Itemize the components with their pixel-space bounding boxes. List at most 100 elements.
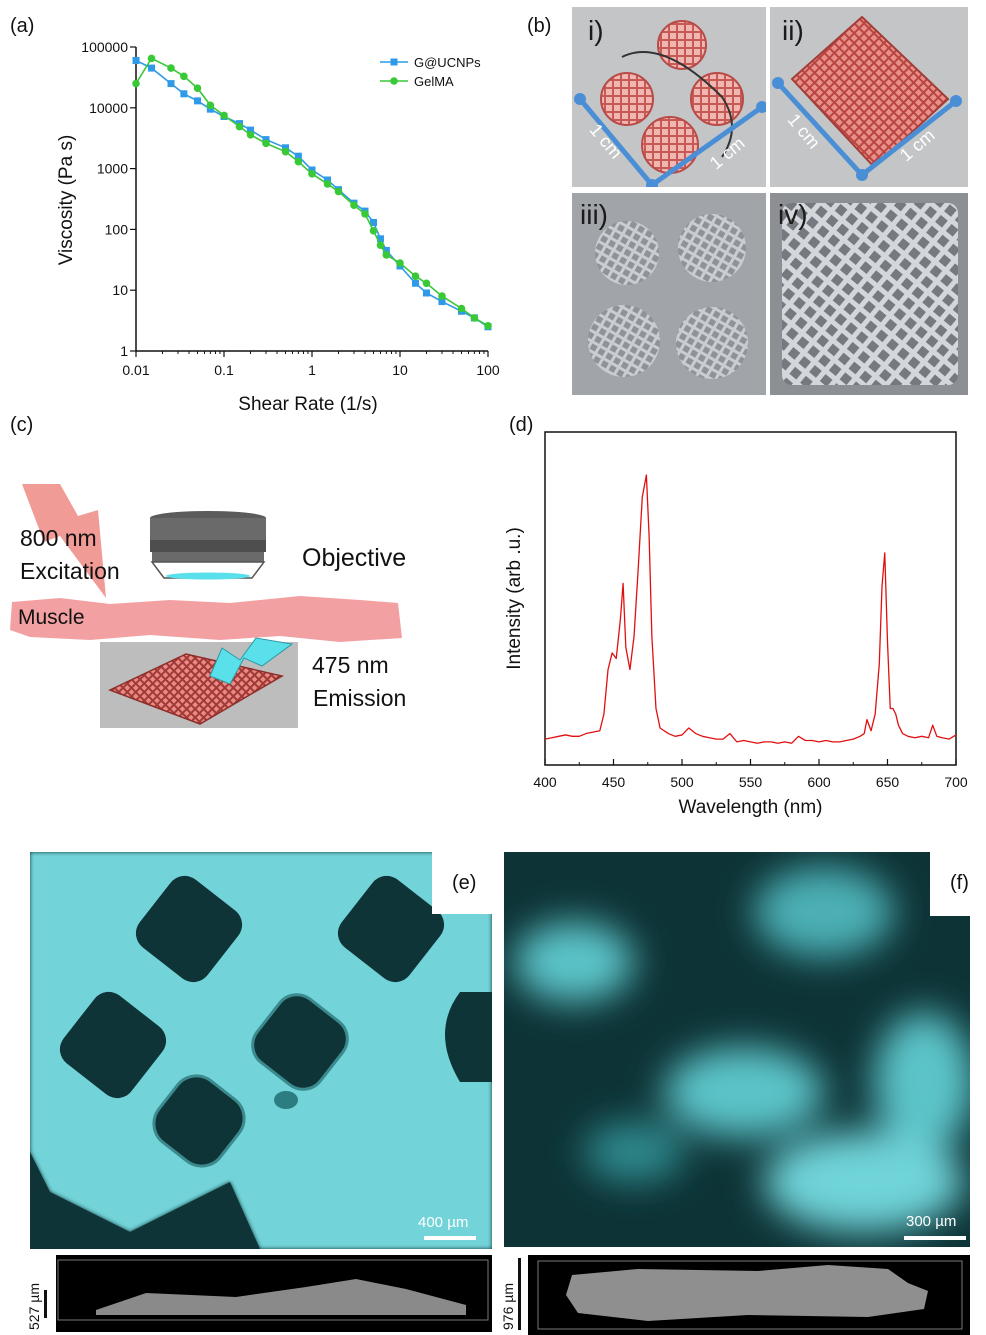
x-axis-label-d: Wavelength (nm) [679, 797, 823, 818]
x-tick-label-a: 0.01 [122, 362, 149, 378]
emission-wavelength: 475 nm [312, 652, 389, 678]
data-point-gelma [132, 79, 140, 88]
legend-label: GelMA [414, 74, 454, 89]
series-line-g-ucnps [135, 59, 489, 328]
y-tick-label-a: 100 [105, 221, 129, 237]
emission-spectrum-chart: 400 450 500 550 600 650 700 Wavelength (nm) Inte… [504, 431, 968, 818]
data-point-g-ucnps [438, 298, 446, 306]
data-point-g-ucnps [411, 279, 419, 287]
data-point-gelma [193, 84, 202, 93]
x-tick-label-d: 450 [602, 774, 626, 790]
y-tick-label-a: 100000 [81, 39, 128, 55]
data-point-g-ucnps [180, 90, 188, 98]
data-point-gelma [180, 72, 188, 81]
panel-e-label-box: (e) [432, 852, 492, 914]
y-tick-label-a: 10000 [89, 100, 128, 116]
muscle-label: Muscle [18, 606, 85, 629]
photo-iii: iii) [572, 193, 766, 395]
legend-label: G@UCNPs [414, 55, 481, 70]
data-point-gelma [262, 139, 270, 148]
photo-label-iv: iv) [778, 199, 808, 230]
imaging-schematic: 800 nm Excitation Objective Muscle 475 n… [0, 470, 480, 740]
data-point-g-ucnps [370, 218, 378, 226]
x-tick-label-d: 700 [944, 774, 968, 790]
data-point-gelma [382, 251, 391, 259]
z-projection-f [528, 1255, 970, 1335]
legend-marker [390, 58, 398, 66]
excitation-label: Excitation [20, 558, 120, 584]
muscle-band [10, 596, 402, 642]
x-tick-label-d: 500 [670, 774, 694, 790]
data-point-gelma [323, 180, 332, 188]
emission-label: Emission [313, 685, 407, 711]
x-tick-label-d: 400 [533, 774, 557, 790]
depth-scalebar-f [518, 1258, 521, 1330]
data-point-gelma [396, 259, 404, 267]
data-point-gelma [422, 279, 431, 288]
excitation-wavelength: 800 nm [20, 525, 97, 551]
plot-frame-d [544, 431, 957, 766]
data-point-g-ucnps [382, 246, 390, 254]
render-label-i: i) [588, 15, 604, 46]
depth-scalebar-e [44, 1290, 47, 1318]
data-point-gelma [438, 292, 446, 300]
data-point-g-ucnps [422, 289, 430, 297]
y-axis-label-a: Viscosity (Pa s) [56, 135, 77, 266]
data-point-gelma [167, 64, 175, 72]
scalebar-label-f: 300 µm [906, 1213, 957, 1230]
x-tick-label-d: 550 [739, 774, 763, 790]
clover-scaffold-render [574, 20, 768, 191]
data-point-gelma [457, 304, 466, 313]
data-point-g-ucnps [282, 144, 290, 152]
data-point-g-ucnps [246, 126, 254, 134]
viscosity-chart: 0.01 0.1 1 10 100 1 10 100 1000 10000 100000 Shear … [56, 39, 500, 415]
scalebar-label-e: 400 µm [418, 1214, 469, 1231]
objective-label: Objective [302, 544, 407, 572]
objective-icon [150, 511, 266, 580]
excitation-bolt-icon [22, 484, 106, 598]
photo-iv: iv) [770, 193, 968, 395]
x-tick-label-a: 1 [308, 362, 316, 378]
y-tick-label-a: 10 [112, 282, 128, 298]
data-point-g-ucnps [194, 97, 202, 105]
data-point-g-ucnps [147, 64, 155, 72]
depth-label-e: 527 µm [26, 1283, 42, 1330]
y-axis-label-d: Intensity (arb .u.) [504, 527, 525, 670]
render-i: i) 1 cm 1 cm [572, 7, 768, 191]
data-point-gelma [376, 241, 385, 249]
render-ii: ii) 1 cm 1 cm [770, 7, 968, 187]
data-point-gelma [411, 272, 420, 280]
y-tick-label-a: 1000 [97, 161, 128, 177]
render-label-ii: ii) [782, 15, 804, 46]
data-point-gelma [220, 111, 228, 120]
fluorescence-image-f: (f) 300 µm [504, 852, 970, 1247]
x-tick-label-d: 600 [807, 774, 831, 790]
panel-label-c: (c) [10, 414, 34, 436]
panel-f-label-box: (f) [930, 852, 970, 916]
data-point-g-ucnps [323, 176, 331, 184]
panel-label-a: (a) [10, 15, 35, 37]
data-point-g-ucnps [167, 80, 175, 88]
photo-label-iii: iii) [580, 199, 608, 230]
x-axis-label-a: Shear Rate (1/s) [238, 394, 377, 415]
panel-label-f: (f) [950, 872, 969, 894]
spectrum-line [544, 474, 957, 744]
data-point-g-ucnps [308, 166, 316, 174]
data-point-gelma [484, 321, 492, 330]
printed-square-photo [782, 203, 958, 385]
panel-label-e: (e) [452, 872, 477, 894]
scalebar-e [424, 1236, 476, 1240]
data-point-gelma [246, 130, 255, 139]
scaffold-render [108, 653, 285, 725]
panel-label-b: (b) [527, 15, 552, 37]
data-point-gelma [470, 314, 479, 322]
data-point-g-ucnps [206, 105, 214, 113]
series-line-gelma [135, 57, 489, 327]
data-point-gelma [308, 170, 316, 178]
data-point-g-ucnps [132, 56, 140, 64]
emission-bolt-icon [209, 637, 294, 685]
fluorescence-image-e: (e) 400 µm [30, 852, 492, 1249]
data-point-gelma [369, 226, 378, 235]
data-point-gelma [147, 54, 156, 63]
data-point-gelma [206, 101, 215, 110]
